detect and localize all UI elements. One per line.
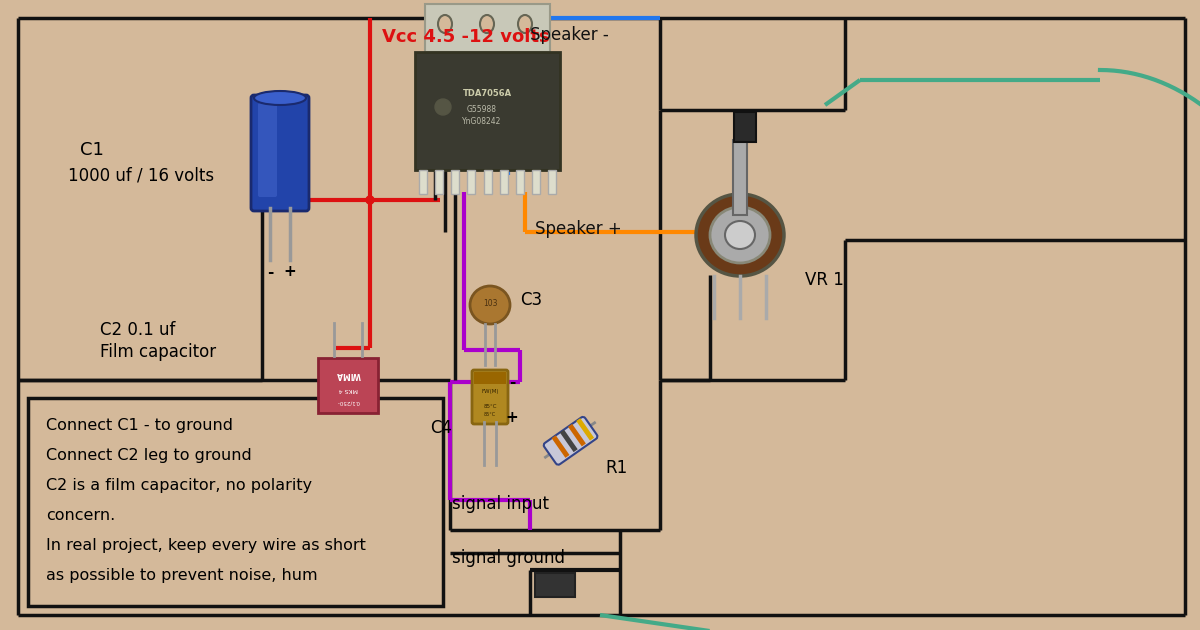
Text: TDA7056A: TDA7056A	[462, 89, 511, 98]
Text: In real project, keep every wire as short: In real project, keep every wire as shor…	[46, 538, 366, 553]
Text: signal input: signal input	[452, 495, 550, 513]
Text: signal ground: signal ground	[452, 549, 565, 567]
Ellipse shape	[696, 194, 784, 276]
Bar	[535, 573, 575, 597]
FancyBboxPatch shape	[472, 370, 508, 424]
Bar	[474, 372, 506, 384]
Bar	[415, 52, 560, 170]
Text: 85°C: 85°C	[484, 413, 496, 418]
Text: WIMA: WIMA	[336, 370, 360, 379]
Text: -: -	[509, 374, 515, 389]
FancyBboxPatch shape	[258, 103, 277, 197]
Ellipse shape	[480, 15, 494, 33]
Text: Film capacitor: Film capacitor	[100, 343, 216, 361]
Text: G55988: G55988	[467, 105, 497, 115]
Bar	[499, 170, 508, 194]
Text: 85°C: 85°C	[484, 403, 497, 408]
Bar	[568, 424, 586, 447]
Bar	[560, 430, 577, 452]
Circle shape	[436, 99, 451, 115]
Ellipse shape	[710, 207, 770, 263]
Text: -: -	[266, 265, 274, 280]
Text: C4: C4	[430, 419, 452, 437]
Text: C2 0.1 uf: C2 0.1 uf	[100, 321, 175, 339]
Text: Speaker +: Speaker +	[535, 220, 622, 238]
Ellipse shape	[254, 91, 306, 105]
Text: 0.1/250-: 0.1/250-	[336, 399, 360, 404]
Bar	[576, 418, 594, 440]
Bar	[484, 170, 492, 194]
Text: 1000 uf / 16 volts: 1000 uf / 16 volts	[68, 166, 214, 184]
Text: +: +	[283, 265, 296, 280]
Text: C3: C3	[520, 291, 542, 309]
FancyBboxPatch shape	[28, 398, 443, 606]
Text: YnG08242: YnG08242	[462, 118, 502, 127]
Bar	[467, 170, 475, 194]
Ellipse shape	[438, 15, 452, 33]
Text: Speaker -: Speaker -	[530, 26, 608, 44]
FancyBboxPatch shape	[544, 417, 598, 465]
Bar	[516, 170, 523, 194]
FancyBboxPatch shape	[251, 95, 310, 211]
Text: C2 is a film capacitor, no polarity: C2 is a film capacitor, no polarity	[46, 478, 312, 493]
Bar	[532, 170, 540, 194]
Text: R1: R1	[605, 459, 628, 477]
Bar	[318, 358, 378, 413]
Ellipse shape	[470, 286, 510, 324]
Text: Vcc 4.5 -12 volts: Vcc 4.5 -12 volts	[382, 28, 550, 46]
Bar	[733, 140, 746, 215]
Text: as possible to prevent noise, hum: as possible to prevent noise, hum	[46, 568, 318, 583]
Bar	[548, 170, 556, 194]
Ellipse shape	[518, 15, 532, 33]
Text: MKS 4: MKS 4	[338, 386, 358, 391]
Text: +: +	[505, 411, 518, 425]
Text: C1: C1	[80, 141, 104, 159]
Bar	[451, 170, 460, 194]
Text: Connect C2 leg to ground: Connect C2 leg to ground	[46, 448, 252, 463]
Text: FW(M): FW(M)	[481, 389, 499, 394]
Bar	[425, 4, 550, 52]
Bar	[552, 435, 570, 458]
Text: Connect C1 - to ground: Connect C1 - to ground	[46, 418, 233, 433]
Circle shape	[366, 196, 374, 204]
Ellipse shape	[725, 221, 755, 249]
Bar	[436, 170, 443, 194]
Text: concern.: concern.	[46, 508, 115, 523]
Bar	[419, 170, 427, 194]
Bar	[734, 112, 756, 142]
Text: VR 1: VR 1	[805, 271, 844, 289]
Text: 103: 103	[482, 299, 497, 307]
